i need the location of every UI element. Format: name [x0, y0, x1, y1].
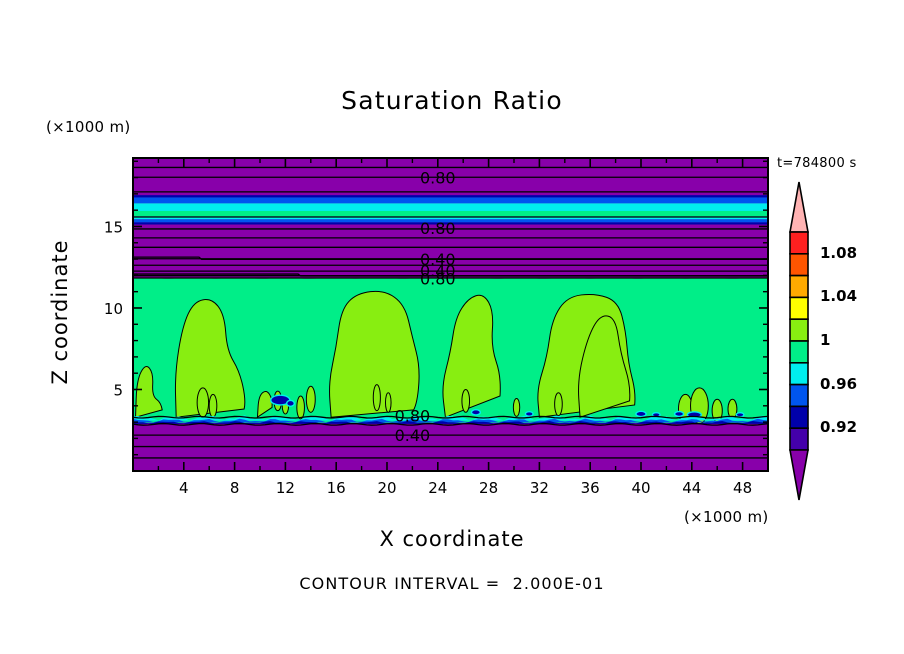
x-tick-label: 36: [581, 479, 600, 497]
x-tick-label: 16: [327, 479, 346, 497]
x-tick-label: 28: [479, 479, 498, 497]
timestamp-label: t=784800 s: [777, 156, 857, 171]
y-tick-label: 10: [104, 300, 123, 318]
contour-label: 0.40: [420, 261, 456, 280]
x-axis-ticks: 4 8 12 16 20 24 28 32 36 40 44 48: [157, 158, 752, 497]
colorbar-tick-label: 0.92: [820, 418, 858, 437]
x-tick-label: 40: [631, 479, 650, 497]
y-tick-label: 5: [113, 381, 123, 399]
colorbar: [789, 181, 809, 501]
x-axis-units: (×1000 m): [684, 508, 769, 526]
y-axis-units: (×1000 m): [46, 118, 131, 136]
contour-label: 0.40: [420, 250, 456, 269]
x-axis-label: X coordinate: [379, 527, 525, 551]
y-axis-ticks: 5 10 15: [104, 160, 768, 456]
x-tick-label: 8: [230, 479, 240, 497]
x-tick-label: 20: [377, 479, 396, 497]
contour-field: [133, 158, 768, 471]
contour-interval-caption: CONTOUR INTERVAL = 2.000E-01: [299, 574, 605, 593]
x-tick-label: 32: [530, 479, 549, 497]
x-tick-label: 48: [733, 479, 752, 497]
x-tick-label: 4: [179, 479, 189, 497]
x-tick-label: 24: [428, 479, 447, 497]
contour-label: 0.40: [395, 426, 431, 445]
x-tick-label: 12: [276, 479, 295, 497]
contour-line-labels: 0.800.800.400.400.800.800.40: [395, 169, 456, 446]
colorbar-tick-label: 0.96: [820, 374, 858, 393]
colorbar-tick-label: 1.08: [820, 243, 858, 262]
contour-label: 0.80: [395, 407, 431, 426]
colorbar-tick-label: 1.04: [820, 287, 858, 306]
contour-label: 0.80: [420, 169, 456, 188]
contour-lines: [133, 166, 768, 459]
y-tick-label: 15: [104, 218, 123, 236]
plot-frame: [132, 157, 769, 472]
x-tick-label: 44: [682, 479, 701, 497]
colorbar-tick-label: 1: [820, 331, 831, 349]
contour-label: 0.80: [420, 219, 456, 238]
page-title: Saturation Ratio: [341, 86, 563, 115]
contour-label: 0.80: [420, 270, 456, 289]
